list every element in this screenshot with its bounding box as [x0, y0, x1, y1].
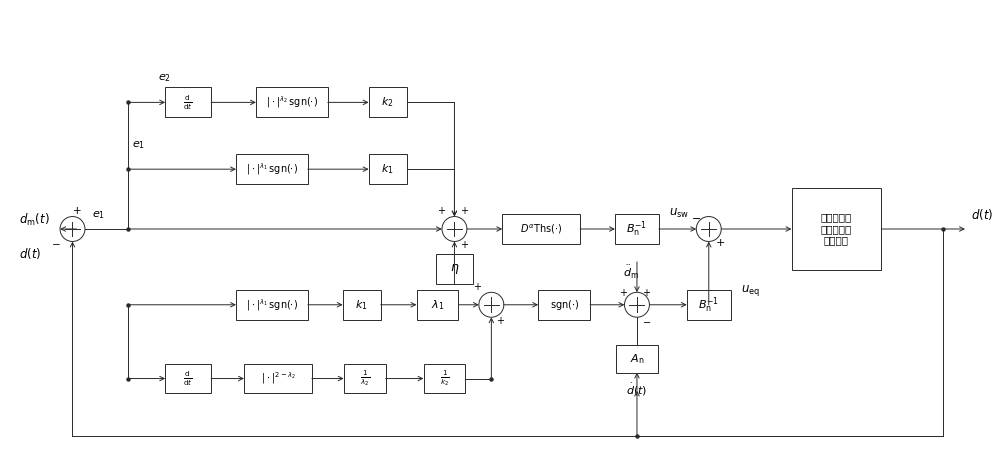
FancyBboxPatch shape	[165, 364, 211, 393]
Text: $e_1$: $e_1$	[92, 209, 106, 221]
Circle shape	[624, 292, 649, 317]
Text: $\lambda_1$: $\lambda_1$	[431, 298, 444, 312]
Text: $B_{\mathrm{n}}^{-1}$: $B_{\mathrm{n}}^{-1}$	[698, 295, 719, 314]
Text: $u_{\rm eq}$: $u_{\rm eq}$	[741, 283, 760, 298]
Circle shape	[60, 217, 85, 241]
Circle shape	[479, 292, 504, 317]
FancyBboxPatch shape	[792, 188, 881, 270]
Circle shape	[442, 217, 467, 241]
Text: $+$: $+$	[619, 287, 628, 298]
Text: $u_{\rm sw}$: $u_{\rm sw}$	[669, 207, 689, 220]
FancyBboxPatch shape	[616, 345, 658, 372]
Text: $A_{\mathrm{n}}$: $A_{\mathrm{n}}$	[630, 352, 644, 366]
Text: $d(t)$: $d(t)$	[971, 207, 993, 222]
Text: $+$: $+$	[473, 281, 482, 292]
Circle shape	[696, 217, 721, 241]
FancyBboxPatch shape	[436, 254, 473, 284]
FancyBboxPatch shape	[256, 87, 328, 117]
FancyBboxPatch shape	[244, 364, 312, 393]
Text: $-$: $-$	[691, 212, 701, 222]
Text: $+$: $+$	[437, 205, 446, 216]
Text: $|\cdot|^{\lambda_1}\,\mathrm{sgn}(\cdot)$: $|\cdot|^{\lambda_1}\,\mathrm{sgn}(\cdot…	[246, 161, 298, 177]
FancyBboxPatch shape	[343, 290, 381, 320]
Text: $k_1$: $k_1$	[355, 298, 368, 312]
Text: $+$: $+$	[460, 239, 469, 250]
Text: $\mathrm{sgn}(\cdot)$: $\mathrm{sgn}(\cdot)$	[550, 298, 579, 312]
Text: $e_1$: $e_1$	[132, 139, 145, 151]
Text: $d(t)$: $d(t)$	[19, 246, 41, 261]
Text: $+$: $+$	[642, 287, 651, 298]
FancyBboxPatch shape	[424, 364, 465, 393]
Text: $\frac{1}{k_2}$: $\frac{1}{k_2}$	[440, 369, 449, 388]
Text: $|\cdot|^{\lambda_1}\,\mathrm{sgn}(\cdot)$: $|\cdot|^{\lambda_1}\,\mathrm{sgn}(\cdot…	[246, 297, 298, 313]
FancyBboxPatch shape	[538, 290, 590, 320]
FancyBboxPatch shape	[165, 87, 211, 117]
FancyBboxPatch shape	[687, 290, 731, 320]
Text: $|\cdot|^{2-\lambda_2}$: $|\cdot|^{2-\lambda_2}$	[261, 371, 295, 387]
Text: $d_{\rm m}(t)$: $d_{\rm m}(t)$	[19, 212, 49, 228]
Text: $B_{\mathrm{n}}^{-1}$: $B_{\mathrm{n}}^{-1}$	[626, 219, 648, 239]
Text: $D^{\alpha}\mathrm{Ths}(\cdot)$: $D^{\alpha}\mathrm{Ths}(\cdot)$	[520, 222, 562, 236]
Text: $|\cdot|^{\lambda_2}\,\mathrm{sgn}(\cdot)$: $|\cdot|^{\lambda_2}\,\mathrm{sgn}(\cdot…	[266, 95, 318, 110]
Text: $\dot{d}(t)$: $\dot{d}(t)$	[626, 382, 648, 398]
Text: $\ddot{d}_{\rm m}$: $\ddot{d}_{\rm m}$	[623, 264, 639, 281]
FancyBboxPatch shape	[615, 214, 659, 244]
Text: $\frac{\mathrm{d}}{\mathrm{d}t}$: $\frac{\mathrm{d}}{\mathrm{d}t}$	[183, 369, 193, 388]
Text: $+$: $+$	[72, 205, 81, 216]
Text: $\frac{1}{\lambda_2}$: $\frac{1}{\lambda_2}$	[360, 369, 370, 388]
Text: $e_2$: $e_2$	[158, 73, 171, 84]
Text: $\frac{\mathrm{d}}{\mathrm{d}t}$: $\frac{\mathrm{d}}{\mathrm{d}t}$	[183, 93, 193, 112]
Text: $-$: $-$	[642, 316, 651, 326]
Text: $k_1$: $k_1$	[381, 162, 394, 176]
Text: $+$: $+$	[715, 237, 725, 248]
FancyBboxPatch shape	[369, 154, 407, 184]
FancyBboxPatch shape	[344, 364, 386, 393]
Text: 永磁直线同
步电机伺服
驱动系统: 永磁直线同 步电机伺服 驱动系统	[821, 213, 852, 245]
Text: $k_2$: $k_2$	[381, 96, 394, 109]
Text: $+$: $+$	[496, 315, 505, 326]
FancyBboxPatch shape	[417, 290, 458, 320]
Text: $+$: $+$	[460, 205, 469, 216]
Text: $-$: $-$	[51, 238, 60, 248]
FancyBboxPatch shape	[502, 214, 580, 244]
FancyBboxPatch shape	[236, 290, 308, 320]
FancyBboxPatch shape	[236, 154, 308, 184]
Text: $\eta$: $\eta$	[450, 262, 459, 276]
FancyBboxPatch shape	[369, 87, 407, 117]
